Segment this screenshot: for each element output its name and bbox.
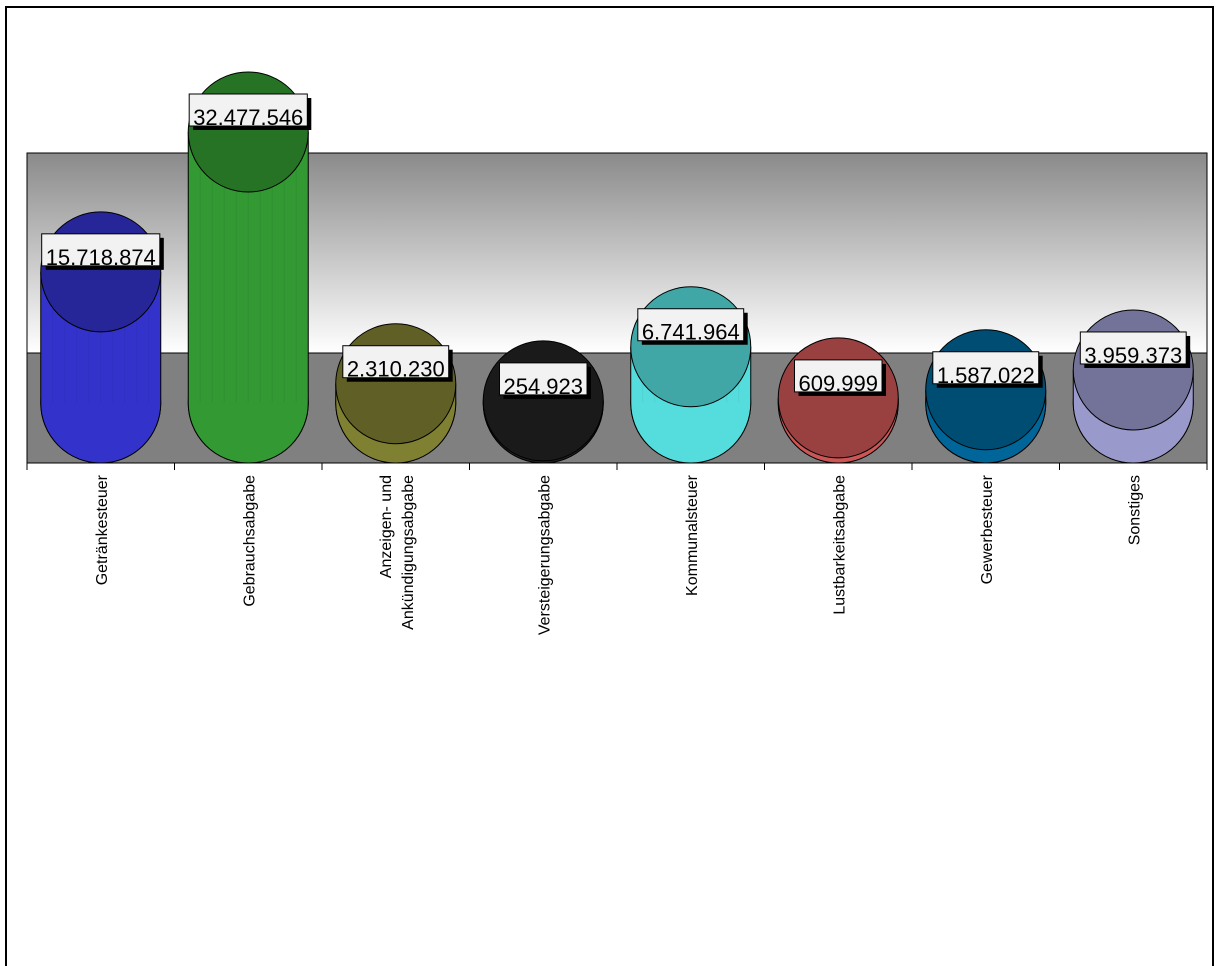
bar-4 xyxy=(482,340,604,464)
value-label-text-2: 32.477.546 xyxy=(193,105,303,130)
x-tick-label-line: Gewerbesteuer xyxy=(979,474,996,584)
bar-top-5 xyxy=(630,286,752,408)
x-tick-label-line: Gebrauchsabgabe xyxy=(241,475,258,607)
x-tick-label-5: Kommunalsteuer xyxy=(684,474,701,596)
value-label-2: 32.477.546 xyxy=(188,93,312,130)
value-label-5: 6.741.964 xyxy=(637,308,748,345)
bar-2 xyxy=(187,71,309,464)
bar-top-6 xyxy=(777,337,899,459)
bar-top-8 xyxy=(1072,309,1194,431)
bar-3 xyxy=(335,323,457,464)
bar-top-4 xyxy=(482,340,604,462)
bar-7 xyxy=(925,329,1047,464)
value-label-4: 254.923 xyxy=(498,362,592,399)
x-tick-label-line: Lustbarkeitsabgabe xyxy=(831,475,848,615)
bar-top-2 xyxy=(187,71,309,193)
x-tick-label-7: Gewerbesteuer xyxy=(979,474,996,584)
value-label-text-3: 2.310.230 xyxy=(347,357,445,382)
bar-top-3 xyxy=(335,323,457,445)
x-tick-label-2: Gebrauchsabgabe xyxy=(241,475,258,607)
x-tick-label-6: Lustbarkeitsabgabe xyxy=(831,475,848,615)
x-tick-label-line: Getränkesteuer xyxy=(94,474,111,585)
value-label-text-4: 254.923 xyxy=(503,374,583,399)
value-label-text-6: 609.999 xyxy=(798,371,878,396)
value-label-1: 15.718.874 xyxy=(41,233,164,270)
value-label-text-1: 15.718.874 xyxy=(46,245,156,270)
value-label-7: 1.587.022 xyxy=(932,351,1043,388)
x-tick-label-line: Anzeigen- und xyxy=(378,475,395,578)
x-tick-label-3: Anzeigen- und Ankündigungsabgabe xyxy=(378,475,417,630)
x-tick-label-line: Sonstiges xyxy=(1126,475,1143,545)
value-label-text-7: 1.587.022 xyxy=(937,363,1035,388)
x-tick-label-line: Ankündigungsabgabe xyxy=(400,475,417,630)
x-tick-label-line: Versteigerungsabgabe xyxy=(536,475,553,635)
plot-area: 15.718.874 32.477.546 2.310.230 254.923 6.74… xyxy=(26,71,1208,635)
bar-top-1 xyxy=(40,211,162,333)
x-tick-label-line: Kommunalsteuer xyxy=(684,474,701,596)
bar-top-7 xyxy=(925,329,1047,451)
x-tick-label-8: Sonstiges xyxy=(1126,475,1143,545)
value-label-6: 609.999 xyxy=(793,359,887,396)
bar-8 xyxy=(1072,309,1194,464)
value-label-8: 3.959.373 xyxy=(1079,331,1191,368)
value-label-text-8: 3.959.373 xyxy=(1084,343,1182,368)
bar-front-5 xyxy=(630,402,752,464)
bar-front-1 xyxy=(40,402,162,464)
bar-5 xyxy=(630,286,752,464)
value-label-3: 2.310.230 xyxy=(342,345,453,382)
x-tick-label-4: Versteigerungsabgabe xyxy=(536,475,553,635)
bar-6 xyxy=(777,337,899,464)
value-label-text-5: 6.741.964 xyxy=(642,320,740,345)
x-tick-label-1: Getränkesteuer xyxy=(94,474,111,585)
bar-front-2 xyxy=(187,402,309,464)
